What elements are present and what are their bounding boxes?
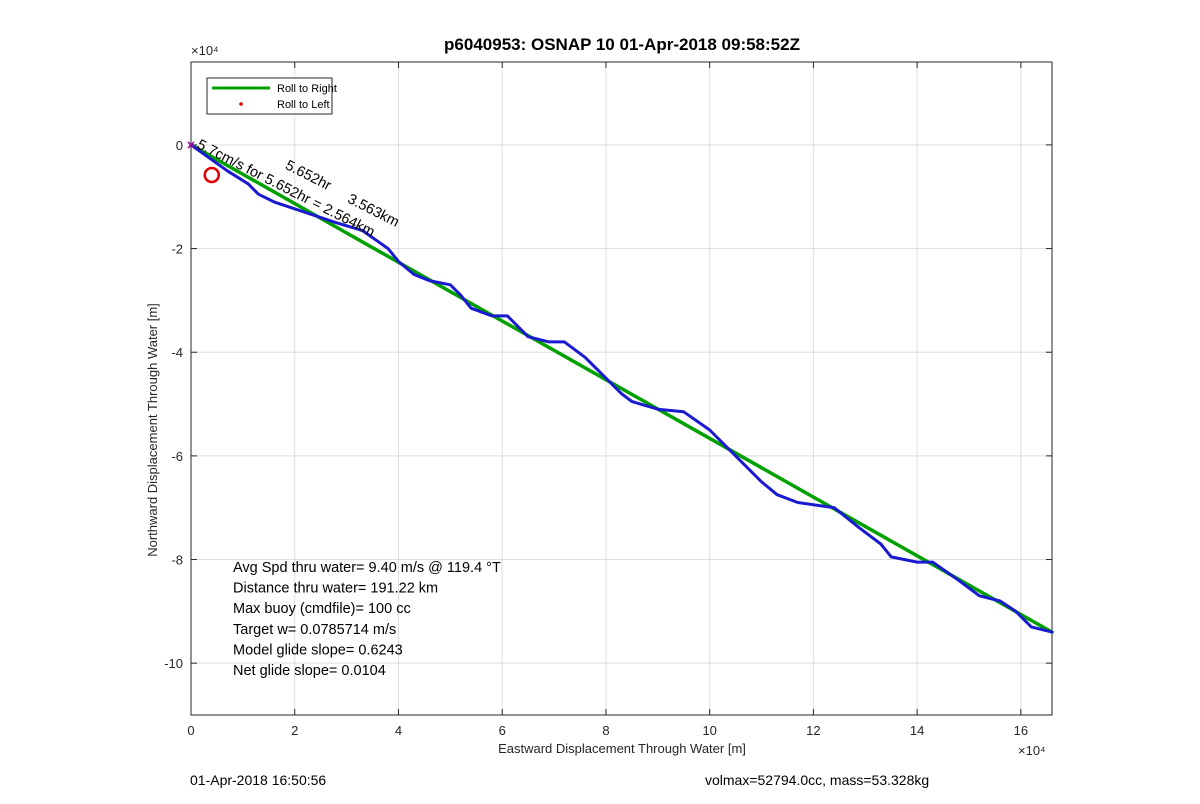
origin-cross-marker (187, 141, 195, 149)
series-line-2 (189, 143, 1054, 634)
stats-line: Model glide slope= 0.6243 (233, 642, 403, 658)
chart-title: p6040953: OSNAP 10 01-Apr-2018 09:58:52Z (444, 35, 800, 54)
footer-timestamp: 01-Apr-2018 16:50:56 (190, 772, 327, 788)
legend-box (206, 77, 333, 115)
x-tick-label: 4 (395, 723, 402, 738)
start-circle-marker (203, 166, 220, 184)
stats-line: Distance thru water= 191.22 km (233, 581, 438, 597)
y-tick-label: -4 (171, 345, 183, 360)
x-tick-label: 12 (806, 723, 820, 738)
y-axis-exponent: ×10⁴ (191, 43, 219, 58)
x-tick-label: 2 (291, 723, 298, 738)
legend-label: Roll to Left (277, 99, 330, 111)
x-tick-label: 0 (187, 723, 194, 738)
markers-layer (187, 141, 220, 184)
annotations: Avg Spd thru water= 9.40 m/s @ 119.4 °T D… (233, 560, 501, 679)
plot-frame (190, 61, 1053, 716)
y-axis-label: Northward Displacement Through Water [m] (145, 303, 160, 557)
stats-line: Max buoy (cmdfile)= 100 cc (233, 601, 411, 617)
legend: Roll to Right Roll to Left (206, 77, 337, 115)
x-tick-label: 16 (1014, 723, 1028, 738)
y-tick-label: -2 (171, 242, 183, 257)
x-tick-label: 14 (910, 723, 924, 738)
legend-label: Roll to Right (277, 83, 337, 95)
x-axis-exponent: ×10⁴ (1018, 743, 1046, 758)
legend-dot-swatch (239, 102, 243, 106)
footer-mass-info: volmax=52794.0cc, mass=53.328kg (705, 772, 930, 788)
y-tick-label: -6 (171, 449, 183, 464)
stats-line: Target w= 0.0785714 m/s (233, 622, 396, 638)
x-axis-label: Eastward Displacement Through Water [m] (498, 741, 746, 756)
series-line-1 (189, 143, 1054, 634)
x-tick-label: 10 (702, 723, 716, 738)
x-tick-label: 6 (499, 723, 506, 738)
y-tick-label: 0 (176, 138, 183, 153)
stats-line: Net glide slope= 0.0104 (233, 663, 386, 679)
series-layer (189, 143, 1054, 634)
y-tick-label: -8 (171, 553, 183, 568)
y-tick-label: -10 (164, 656, 183, 671)
ticks: 0 2 4 6 8 10 12 14 16 0 -2 -4 -6 -8 -10 (164, 62, 1052, 738)
x-tick-label: 8 (602, 723, 609, 738)
stats-line: Avg Spd thru water= 9.40 m/s @ 119.4 °T (233, 560, 501, 576)
path-label: 5.7cm/s for 5.652hr = 2.564km (194, 137, 377, 241)
